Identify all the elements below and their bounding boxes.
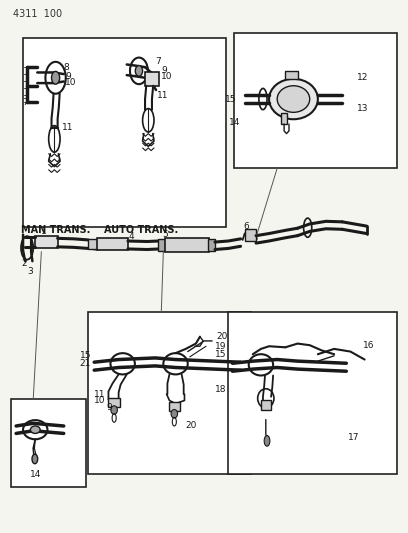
Bar: [158, 239, 165, 251]
Text: 14: 14: [29, 471, 41, 479]
Text: 10: 10: [94, 396, 106, 405]
Bar: [164, 238, 209, 252]
Text: 4311  100: 4311 100: [13, 9, 62, 19]
Text: 11: 11: [94, 390, 106, 399]
Ellipse shape: [30, 426, 40, 433]
Ellipse shape: [264, 435, 270, 446]
Text: 7: 7: [22, 98, 28, 107]
Text: 5: 5: [162, 230, 168, 239]
Bar: [281, 114, 287, 124]
Text: MAN TRANS.: MAN TRANS.: [21, 225, 90, 235]
Text: 17: 17: [348, 433, 360, 442]
Text: 10: 10: [65, 77, 76, 86]
Bar: [261, 400, 271, 410]
Bar: [169, 401, 180, 411]
Text: 1: 1: [40, 227, 46, 236]
Text: 11: 11: [62, 123, 73, 132]
Ellipse shape: [51, 71, 60, 84]
Text: 2: 2: [22, 260, 27, 268]
Text: 14: 14: [229, 118, 241, 127]
Text: 20: 20: [186, 422, 197, 431]
Text: 12: 12: [357, 73, 368, 82]
Bar: [11, 399, 86, 487]
Text: 15: 15: [80, 351, 91, 360]
Bar: [88, 239, 98, 249]
Bar: [145, 72, 159, 86]
Text: 10: 10: [161, 71, 173, 80]
Bar: [23, 38, 226, 227]
Text: AUTO TRANS.: AUTO TRANS.: [104, 225, 178, 235]
Text: 16: 16: [363, 341, 374, 350]
Text: 15: 15: [225, 94, 237, 103]
Ellipse shape: [277, 86, 310, 112]
Ellipse shape: [171, 409, 177, 418]
Text: 9: 9: [65, 71, 71, 80]
Bar: [245, 229, 256, 241]
Bar: [235, 33, 397, 168]
Ellipse shape: [135, 66, 143, 76]
Text: 8: 8: [64, 63, 69, 71]
Bar: [98, 238, 128, 250]
Text: 21: 21: [80, 359, 91, 368]
Ellipse shape: [111, 406, 118, 414]
Text: 3: 3: [27, 268, 33, 276]
Text: 9: 9: [107, 403, 113, 412]
Bar: [88, 312, 251, 474]
Text: 4: 4: [129, 232, 134, 241]
Text: 20: 20: [216, 332, 228, 341]
Bar: [208, 239, 215, 251]
Bar: [35, 236, 58, 248]
Text: 19: 19: [215, 342, 226, 351]
Text: 11: 11: [157, 91, 169, 100]
Ellipse shape: [269, 79, 318, 119]
Bar: [285, 71, 297, 79]
Text: 13: 13: [357, 103, 368, 112]
Ellipse shape: [32, 454, 38, 464]
Text: 6: 6: [243, 222, 249, 231]
Text: 9: 9: [161, 67, 167, 75]
Bar: [228, 312, 397, 474]
Text: 15: 15: [215, 350, 226, 359]
Bar: [109, 398, 120, 407]
Text: 7: 7: [155, 58, 161, 66]
Text: 18: 18: [215, 385, 226, 394]
